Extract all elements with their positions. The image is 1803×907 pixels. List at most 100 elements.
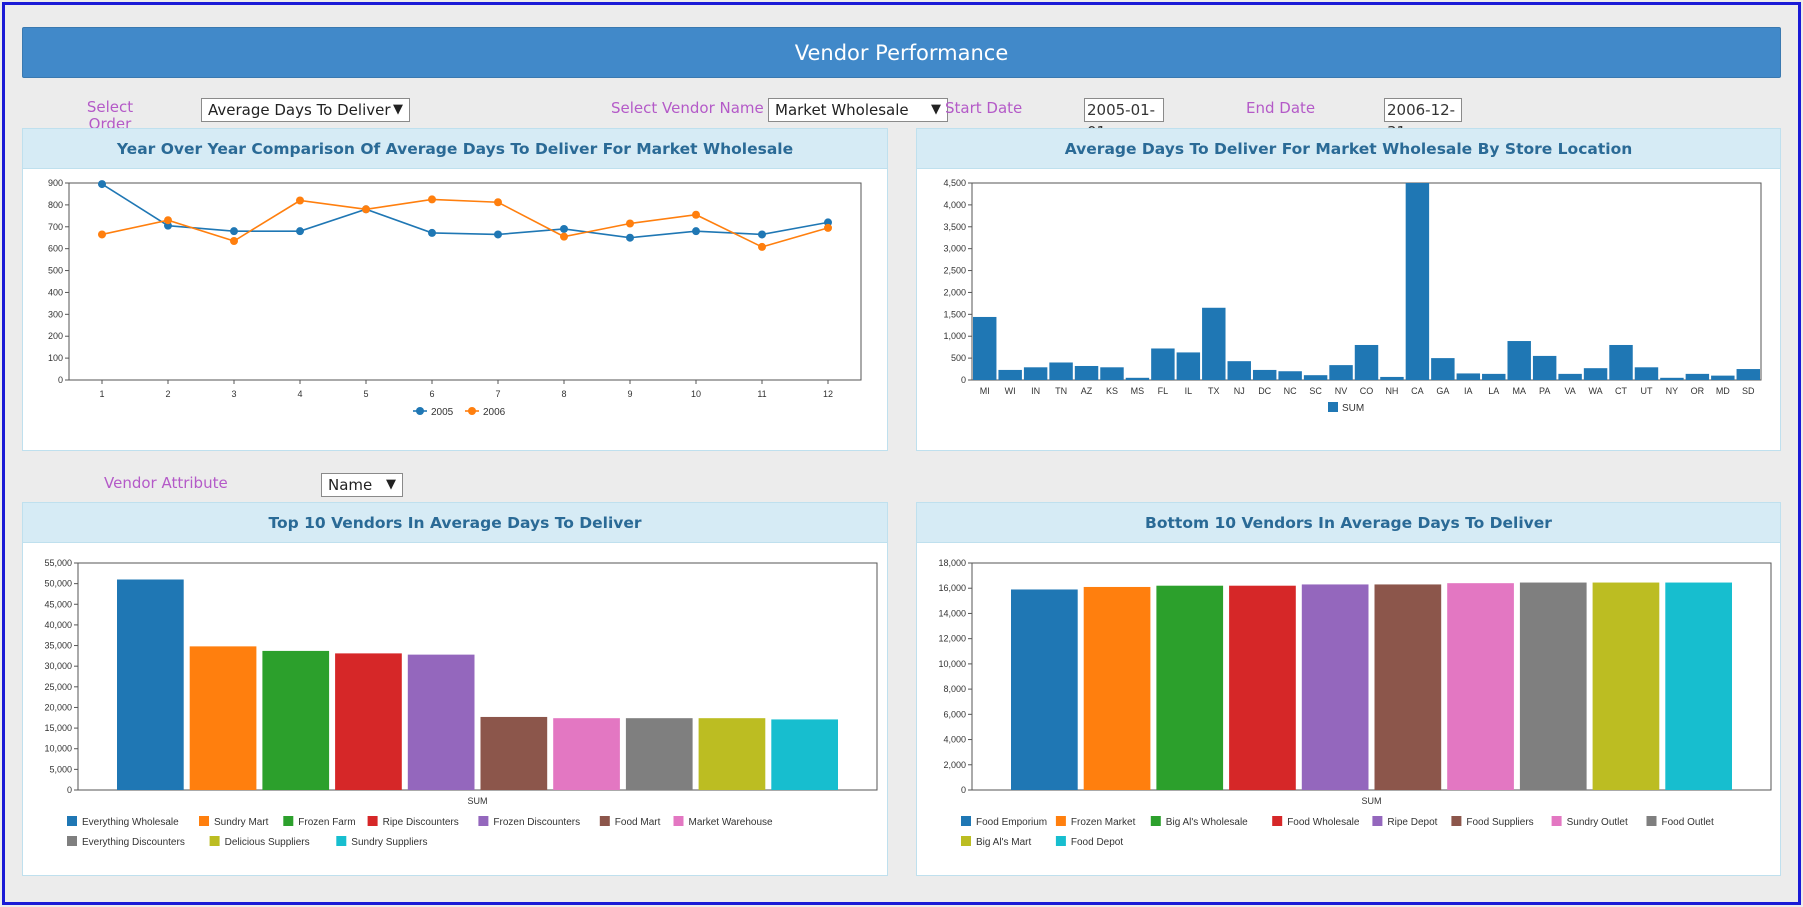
bar-frozen-market xyxy=(1083,586,1151,790)
legend-swatch xyxy=(1055,816,1066,826)
y-tick-label: 2,000 xyxy=(943,760,966,770)
vendor-attribute-label: Vendor Attribute xyxy=(104,474,228,492)
x-tick-label: 5 xyxy=(363,389,368,399)
legend-swatch xyxy=(67,836,77,846)
store-chart-title: Average Days To Deliver For Market Whole… xyxy=(917,129,1780,169)
store-chart-panel: Average Days To Deliver For Market Whole… xyxy=(916,128,1781,451)
legend-label: SUM xyxy=(1342,403,1364,414)
y-tick-label: 45,000 xyxy=(44,599,72,609)
y-tick-label: 0 xyxy=(961,785,966,795)
legend-swatch xyxy=(961,836,971,846)
legend-label: Frozen Discounters xyxy=(493,817,580,828)
x-tick-label: LA xyxy=(1488,386,1499,396)
y-tick-label: 55,000 xyxy=(44,558,72,568)
x-tick-label: 1 xyxy=(99,389,104,399)
y-tick-label: 10,000 xyxy=(938,659,966,669)
legend-label: Frozen Market xyxy=(1071,817,1136,828)
y-tick-label: 600 xyxy=(48,244,63,254)
x-tick-label: NY xyxy=(1666,386,1679,396)
store-bar-chart: 0 500 1,000 1,500 2,000 2,500 3,000 3,500 4,000 4… xyxy=(943,178,1762,414)
bar-IN xyxy=(1023,367,1048,380)
plot-area xyxy=(77,562,878,791)
legend-label: Ripe Discounters xyxy=(383,817,459,828)
legend-swatch xyxy=(367,816,378,826)
x-tick-label: WI xyxy=(1005,386,1016,396)
bar-MA xyxy=(1507,341,1531,380)
x-axis-label: SUM xyxy=(1362,796,1382,806)
data-point-2006 xyxy=(164,216,172,225)
x-tick-label: AZ xyxy=(1081,386,1093,396)
data-point-2006 xyxy=(560,232,568,241)
y-tick-label: 12,000 xyxy=(938,634,966,644)
bar-everything-discounters xyxy=(625,718,693,790)
x-tick-label: WA xyxy=(1588,386,1602,396)
yoy-chart-title: Year Over Year Comparison Of Average Day… xyxy=(23,129,887,169)
x-tick-label: NH xyxy=(1385,386,1398,396)
x-tick-label: VA xyxy=(1564,386,1575,396)
order-metric-value: Average Days To Deliver xyxy=(208,101,391,119)
x-tick-label: PA xyxy=(1539,386,1550,396)
legend-swatch xyxy=(1055,836,1066,846)
legend-label: 2005 xyxy=(431,407,454,418)
bar-frozen-farm xyxy=(262,650,330,790)
legend-label: Market Warehouse xyxy=(689,817,774,828)
bar-WA xyxy=(1583,368,1608,380)
legend-swatch xyxy=(1451,816,1462,826)
x-tick-label: 6 xyxy=(429,389,434,399)
vendor-attribute-select[interactable]: Name ▼ xyxy=(321,473,403,497)
legend-label: Sundry Mart xyxy=(214,817,269,828)
x-tick-label: MI xyxy=(980,386,990,396)
bar-AZ xyxy=(1074,365,1099,380)
vendor-attribute-value: Name xyxy=(328,476,373,494)
page-title: Vendor Performance xyxy=(22,27,1781,78)
y-tick-label: 6,000 xyxy=(943,709,966,719)
legend-swatch xyxy=(1646,816,1657,826)
legend-swatch xyxy=(1551,816,1562,826)
legend-label: Food Outlet xyxy=(1662,817,1714,828)
data-point-2005 xyxy=(98,180,106,189)
bar-SC xyxy=(1303,375,1328,380)
x-tick-label: 4 xyxy=(297,389,302,399)
order-metric-select[interactable]: Average Days To Deliver ▼ xyxy=(201,98,410,122)
start-date-input[interactable]: 2005-01-01 xyxy=(1084,98,1164,141)
bar-everything-wholesale xyxy=(117,579,184,790)
x-axis-label: SUM xyxy=(468,796,488,806)
legend-swatch xyxy=(599,816,610,826)
triangle-down-icon: ▼ xyxy=(931,102,941,117)
y-tick-label: 0 xyxy=(67,785,72,795)
legend-label: Big Al's Wholesale xyxy=(1166,817,1248,828)
bar-sundry-mart xyxy=(189,646,257,790)
plot-area xyxy=(68,182,862,381)
x-tick-label: SD xyxy=(1742,386,1755,396)
x-tick-label: IN xyxy=(1031,386,1040,396)
y-tick-label: 30,000 xyxy=(44,661,72,671)
bottom10-chart-panel: Bottom 10 Vendors In Average Days To Del… xyxy=(916,502,1781,876)
legend-swatch xyxy=(283,816,294,826)
bar-TX xyxy=(1202,307,1226,380)
bar-MS xyxy=(1125,377,1150,380)
series-line-2005 xyxy=(101,183,829,239)
legend-swatch xyxy=(336,836,347,846)
x-tick-label: IA xyxy=(1464,386,1473,396)
data-point-2005 xyxy=(494,230,502,239)
y-tick-label: 300 xyxy=(48,309,63,319)
bar-food-emporium xyxy=(1011,589,1078,790)
plot-area xyxy=(971,562,1772,791)
x-tick-label: 11 xyxy=(757,389,766,399)
x-tick-label: CO xyxy=(1360,386,1374,396)
y-tick-label: 0 xyxy=(58,375,63,385)
x-tick-label: FL xyxy=(1158,386,1169,396)
bar-FL xyxy=(1151,348,1175,380)
bar-NH xyxy=(1380,376,1404,380)
vendor-name-value: Market Wholesale xyxy=(775,101,909,119)
y-tick-label: 4,000 xyxy=(943,200,966,210)
bottom10-chart-title: Bottom 10 Vendors In Average Days To Del… xyxy=(917,503,1780,543)
legend-label: Food Emporium xyxy=(976,817,1047,828)
bar-IL xyxy=(1176,352,1201,380)
vendor-name-select[interactable]: Market Wholesale ▼ xyxy=(768,98,948,122)
x-tick-label: GA xyxy=(1436,386,1449,396)
end-date-input[interactable]: 2006-12-31 xyxy=(1384,98,1462,141)
legend-swatch xyxy=(199,816,209,826)
y-tick-label: 25,000 xyxy=(44,682,72,692)
y-tick-label: 40,000 xyxy=(44,620,72,630)
